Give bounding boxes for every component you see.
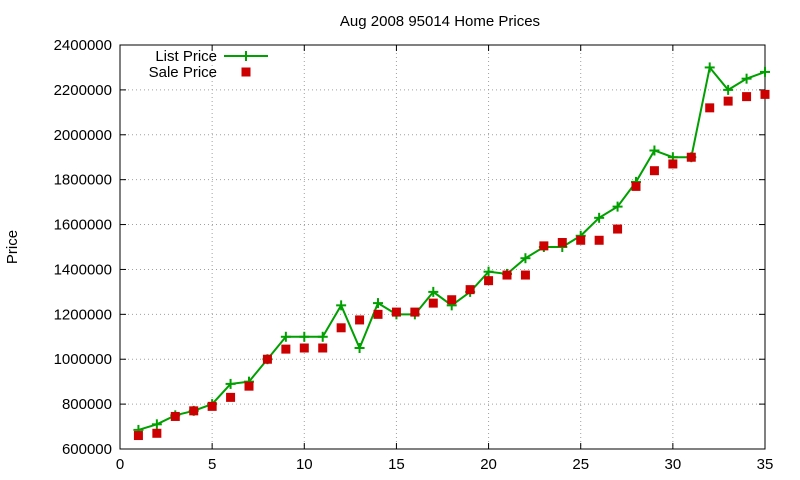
list-price-point xyxy=(354,343,365,353)
sale-price-point xyxy=(484,276,494,286)
y-axis-label: Price xyxy=(4,230,21,264)
plot-frame xyxy=(119,44,766,450)
sale-price-point xyxy=(649,166,659,176)
y-tick-label: 1800000 xyxy=(54,172,112,189)
sale-price-point xyxy=(226,392,236,402)
list-price-point xyxy=(741,73,752,84)
y-tick-label: 1000000 xyxy=(54,351,112,368)
sale-price-point xyxy=(391,307,401,317)
sale-price-point xyxy=(152,428,162,438)
x-tick-label: 30 xyxy=(665,456,682,473)
list-price-point xyxy=(723,84,734,95)
x-tick-label: 10 xyxy=(296,456,313,473)
sale-price-point xyxy=(760,89,770,99)
axis-ticks: 0 5 10 15 20 25 30 35 600000 800000 1000000 1200000… xyxy=(54,37,774,473)
sale-price-point xyxy=(318,343,328,353)
sale-price-point xyxy=(613,224,623,234)
x-tick-label: 15 xyxy=(388,456,405,473)
list-price-point xyxy=(151,419,162,430)
chart-title: Aug 2008 95014 Home Prices xyxy=(340,13,540,30)
sale-price-point xyxy=(723,96,733,106)
sale-price-point xyxy=(355,315,365,325)
legend-marker-sale-price xyxy=(241,67,251,77)
series-sale-price xyxy=(133,89,770,441)
sale-price-point xyxy=(336,323,346,333)
sale-price-point xyxy=(373,309,383,319)
sale-price-point xyxy=(539,241,549,251)
sale-price-point xyxy=(631,181,641,191)
y-tick-label: 1600000 xyxy=(54,217,112,234)
y-tick-label: 2000000 xyxy=(54,127,112,144)
sale-price-point xyxy=(299,343,309,353)
sale-price-point xyxy=(207,401,217,411)
list-price-point xyxy=(483,266,494,277)
y-tick-label: 2400000 xyxy=(54,37,112,54)
y-tick-label: 1200000 xyxy=(54,306,112,323)
x-tick-label: 35 xyxy=(757,456,774,473)
y-tick-label: 600000 xyxy=(62,441,112,458)
sale-price-point xyxy=(170,411,180,421)
list-price-point xyxy=(225,378,236,389)
sale-price-point xyxy=(133,431,143,441)
sale-price-point xyxy=(447,295,457,305)
x-tick-label: 20 xyxy=(480,456,497,473)
list-price-point xyxy=(280,331,291,342)
list-price-point xyxy=(594,212,605,223)
list-price-point xyxy=(317,331,328,342)
sale-price-point xyxy=(594,235,604,245)
y-tick-label: 800000 xyxy=(62,396,112,413)
x-tick-label: 5 xyxy=(208,456,216,473)
sale-price-point xyxy=(668,159,678,169)
sale-price-point xyxy=(428,298,438,308)
list-price-point xyxy=(428,286,439,297)
sale-price-point xyxy=(281,344,291,354)
sale-price-point xyxy=(189,406,199,416)
list-price-point xyxy=(704,62,715,73)
list-price-point xyxy=(299,331,310,342)
sale-price-point xyxy=(705,103,715,113)
y-tick-label: 1400000 xyxy=(54,261,112,278)
series-layer xyxy=(133,62,770,441)
sale-price-point xyxy=(576,235,586,245)
y-tick-label: 2200000 xyxy=(54,82,112,99)
sale-price-point xyxy=(557,238,567,248)
sale-price-point xyxy=(502,270,512,280)
list-price-point xyxy=(649,145,660,156)
list-price-point xyxy=(336,300,347,311)
legend-label-sale-price: Sale Price xyxy=(149,64,217,81)
list-price-point xyxy=(520,253,531,264)
sale-price-point xyxy=(520,270,530,280)
grid-lines xyxy=(120,45,765,449)
sale-price-point xyxy=(262,354,272,364)
list-price-point xyxy=(612,201,623,212)
x-tick-label: 0 xyxy=(116,456,124,473)
sale-price-point xyxy=(686,152,696,162)
sale-price-point xyxy=(244,381,254,391)
legend-label-list-price: List Price xyxy=(155,48,217,65)
sale-price-point xyxy=(742,92,752,102)
list-price-point xyxy=(760,66,770,77)
sale-price-point xyxy=(465,285,475,295)
sale-price-point xyxy=(410,307,420,317)
x-tick-label: 25 xyxy=(572,456,589,473)
list-price-point xyxy=(373,298,383,309)
